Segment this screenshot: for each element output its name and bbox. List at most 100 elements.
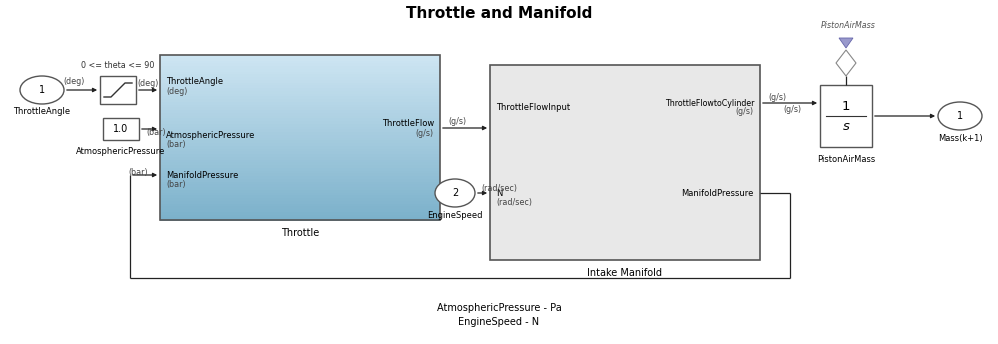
Text: 1: 1 [39, 85, 45, 95]
Text: (g/s): (g/s) [448, 118, 466, 127]
Bar [160, 138, 440, 141]
Bar [490, 65, 760, 260]
Bar [160, 61, 440, 64]
Text: 0 <= theta <= 90: 0 <= theta <= 90 [81, 61, 155, 69]
Bar [160, 85, 440, 88]
Text: (deg): (deg) [138, 78, 159, 87]
Text: ThrottleAngle: ThrottleAngle [166, 77, 224, 86]
Text: (deg): (deg) [166, 86, 188, 96]
Text: ManifoldPressure: ManifoldPressure [682, 189, 754, 197]
Text: (g/s): (g/s) [736, 107, 754, 117]
Bar [160, 143, 440, 146]
Bar [160, 88, 440, 91]
Bar [160, 110, 440, 113]
Bar [103, 118, 139, 140]
Bar [160, 195, 440, 198]
Bar [160, 99, 440, 102]
Bar [160, 80, 440, 83]
Bar [160, 102, 440, 105]
Bar [160, 107, 440, 110]
Text: (bar): (bar) [166, 140, 186, 149]
Text: 1: 1 [841, 100, 850, 114]
Text: (bar): (bar) [146, 128, 166, 137]
Bar [160, 162, 440, 165]
Bar [160, 160, 440, 163]
Bar [160, 124, 440, 127]
Text: (rad/sec): (rad/sec) [496, 197, 532, 206]
Bar [160, 187, 440, 190]
Bar [160, 201, 440, 204]
Bar [160, 176, 440, 179]
Text: Throttle: Throttle [280, 228, 319, 238]
Text: EngineSpeed - N: EngineSpeed - N [458, 317, 540, 327]
Bar [160, 154, 440, 157]
Text: ThrottleFlowtoCylinder: ThrottleFlowtoCylinder [665, 98, 754, 107]
Bar [160, 209, 440, 212]
Bar [160, 118, 440, 121]
Text: Mass(k+1): Mass(k+1) [938, 133, 982, 142]
Text: (g/s): (g/s) [416, 129, 434, 138]
Ellipse shape [938, 102, 982, 130]
Bar [160, 94, 440, 97]
Bar [160, 171, 440, 174]
Text: (bar): (bar) [129, 169, 148, 178]
Bar [160, 129, 440, 132]
Bar [160, 190, 440, 193]
Bar [160, 140, 440, 143]
Text: N: N [496, 189, 502, 197]
Bar [160, 204, 440, 207]
Bar [160, 127, 440, 130]
Bar [160, 121, 440, 124]
Bar [160, 165, 440, 168]
Bar [160, 105, 440, 108]
Text: EngineSpeed: EngineSpeed [427, 211, 483, 219]
Bar [160, 132, 440, 135]
Bar [160, 206, 440, 209]
Bar [160, 179, 440, 182]
Text: 1.0: 1.0 [114, 124, 129, 134]
Text: (g/s): (g/s) [783, 106, 802, 115]
Bar [160, 77, 440, 80]
Text: ThrottleFlowInput: ThrottleFlowInput [496, 103, 570, 111]
Bar [160, 182, 440, 185]
Text: (rad/sec): (rad/sec) [481, 183, 517, 193]
Bar [160, 157, 440, 160]
Bar [160, 198, 440, 201]
Bar [160, 168, 440, 171]
Bar [160, 151, 440, 154]
Bar [160, 193, 440, 196]
Text: AtmosphericPressure: AtmosphericPressure [76, 148, 166, 157]
Bar [160, 74, 440, 77]
Ellipse shape [435, 179, 475, 207]
Bar [160, 184, 440, 187]
Text: (bar): (bar) [166, 180, 186, 189]
Bar [160, 146, 440, 149]
Bar [100, 76, 136, 104]
Text: ManifoldPressure: ManifoldPressure [166, 171, 239, 180]
Ellipse shape [20, 76, 64, 104]
Bar [160, 91, 440, 94]
Bar [160, 96, 440, 99]
Text: Throttle and Manifold: Throttle and Manifold [406, 7, 592, 21]
Bar [160, 72, 440, 75]
Bar [160, 173, 440, 176]
Text: ThrottleFlow: ThrottleFlow [382, 119, 434, 129]
Bar [160, 83, 440, 86]
Bar [160, 215, 440, 218]
Text: s: s [842, 119, 849, 132]
Bar [160, 66, 440, 69]
Polygon shape [839, 38, 853, 48]
Text: PistonAirMass: PistonAirMass [817, 155, 875, 164]
Bar [160, 149, 440, 152]
Bar [160, 217, 440, 221]
Bar [160, 55, 440, 58]
Bar [160, 69, 440, 72]
Bar [160, 58, 440, 61]
Bar [160, 63, 440, 66]
Text: PistonAirMass: PistonAirMass [820, 21, 875, 31]
Text: Intake Manifold: Intake Manifold [588, 268, 663, 278]
Bar [160, 212, 440, 215]
Text: (deg): (deg) [63, 77, 85, 86]
Text: 2: 2 [452, 188, 458, 198]
Text: AtmosphericPressure - Pa: AtmosphericPressure - Pa [436, 303, 561, 313]
